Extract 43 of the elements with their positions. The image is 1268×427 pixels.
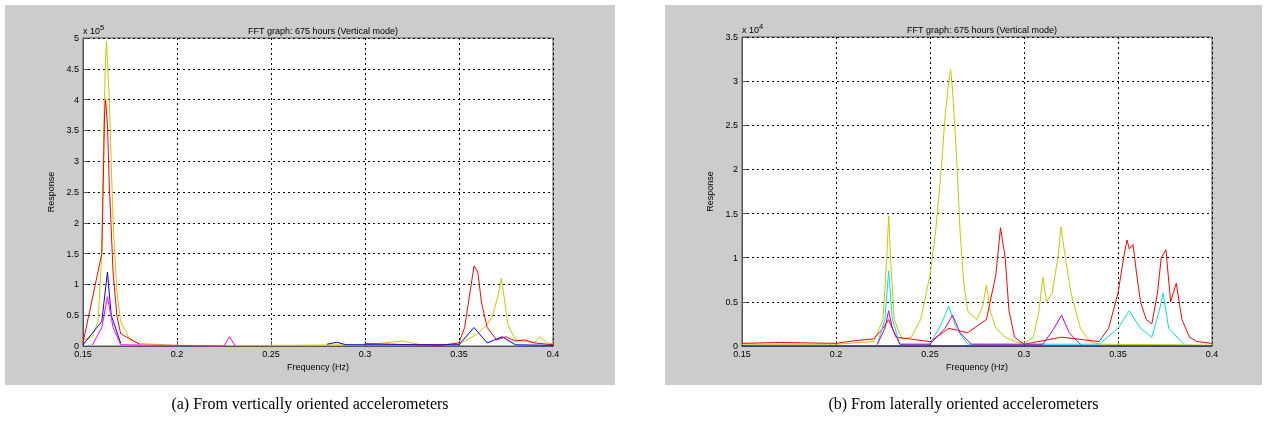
y-tick-label: 0 bbox=[732, 341, 738, 351]
text: (b) From laterally oriented accelerometers bbox=[827, 395, 1100, 413]
y-tick-label: 2.5 bbox=[725, 120, 738, 131]
x-tick-label: 0.2 bbox=[829, 348, 843, 359]
y-tick-label: 1.5 bbox=[725, 208, 738, 219]
y-tick-label: 0 bbox=[73, 341, 79, 351]
y-tick-label: 1 bbox=[732, 252, 738, 263]
y-tick-label: 4.5 bbox=[66, 63, 79, 74]
x-tick-label: 0.15 bbox=[733, 348, 751, 359]
y-tick-label: 3.5 bbox=[66, 125, 79, 136]
text: x 10$^{5}$ bbox=[83, 23, 105, 36]
y-tick-label: 3 bbox=[732, 76, 738, 87]
y-axis-title: Response bbox=[46, 171, 57, 213]
chart-title: FFT graph: 675 hours (Vertical mode) bbox=[248, 25, 398, 36]
y-tick-label: 0.5 bbox=[725, 296, 738, 307]
x-tick-label: 0.35 bbox=[1109, 348, 1127, 359]
x-tick-label: 0.25 bbox=[262, 348, 280, 359]
x-tick-label: 0.3 bbox=[1017, 348, 1031, 359]
chart-title: FFT graph: 675 hours (Vertical mode) bbox=[907, 24, 1057, 35]
y-axis-title: Response bbox=[705, 171, 716, 212]
y-tick-label: 5 bbox=[73, 33, 79, 43]
x-tick-label: 0.2 bbox=[170, 348, 184, 359]
x-tick-label: 0.35 bbox=[450, 348, 468, 359]
y-tick-label: 1 bbox=[73, 279, 79, 290]
line-series bbox=[91, 296, 236, 347]
y-tick-label: 1.5 bbox=[66, 248, 79, 259]
y-tick-label: 2.5 bbox=[66, 187, 79, 197]
y-tick-label: 3.5 bbox=[725, 32, 738, 42]
y-tick-label: 2 bbox=[73, 217, 79, 228]
x-tick-label: 0.3 bbox=[358, 348, 372, 359]
y-tick-label: 2 bbox=[732, 164, 738, 175]
line-series bbox=[876, 310, 1081, 345]
x-tick-label: 0.4 bbox=[546, 348, 560, 359]
text: (a) From vertically oriented accelerometers bbox=[170, 395, 450, 413]
y-tick-label: 0.5 bbox=[66, 310, 79, 321]
x-tick-label: 0.4 bbox=[1205, 348, 1219, 359]
x-tick-label: 0.15 bbox=[74, 348, 92, 359]
y-tick-label: 4 bbox=[73, 94, 79, 105]
x-axis-title: Frequency (Hz) bbox=[945, 362, 1009, 373]
x-axis-title: Frequency (Hz) bbox=[286, 362, 350, 373]
x-tick-label: 0.25 bbox=[921, 348, 939, 359]
text: x 10$^{4}$ bbox=[742, 22, 764, 35]
y-tick-label: 3 bbox=[73, 156, 79, 167]
